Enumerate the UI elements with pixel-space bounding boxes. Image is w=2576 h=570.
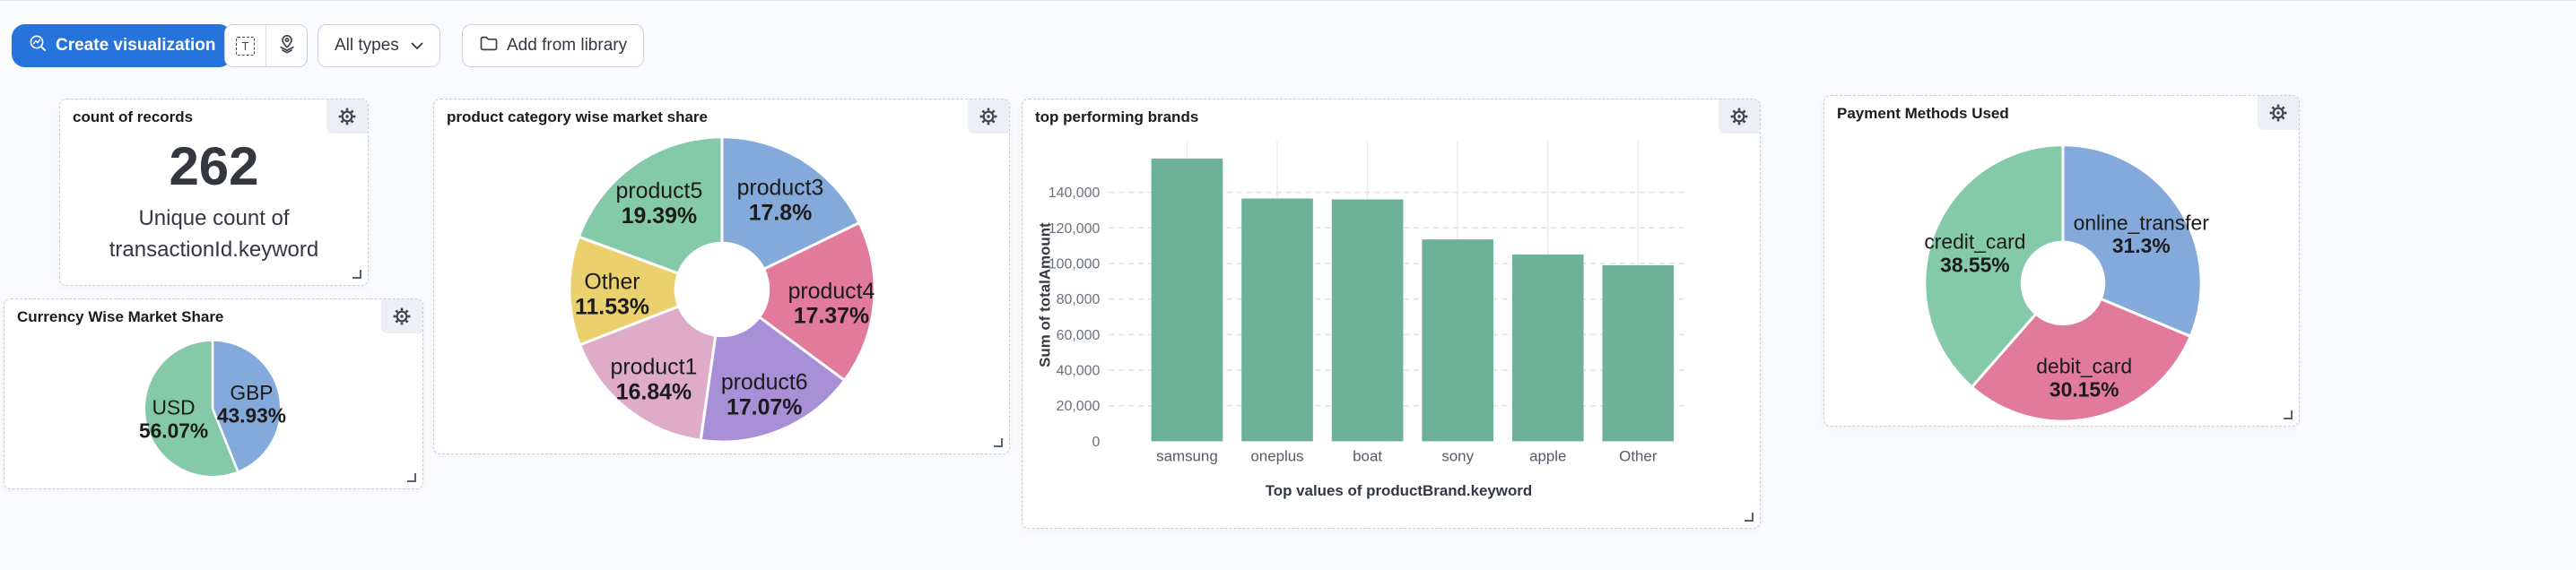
pie-label: debit_card 30.15% xyxy=(2036,354,2132,401)
panel-header[interactable]: count of records xyxy=(60,99,368,132)
metric-value: 262 xyxy=(169,136,259,197)
panel-title: top performing brands xyxy=(1035,108,1199,125)
payment-methods-donut-chart[interactable]: online_transfer 31.3% debit_card 30.15% cred… xyxy=(1824,96,2299,426)
bar-oneplus[interactable] xyxy=(1241,198,1313,442)
y-tick-label: 0 xyxy=(1092,435,1100,450)
resize-handle[interactable] xyxy=(2284,410,2293,419)
create-visualization-button[interactable]: Create visualization xyxy=(12,24,233,67)
pie-slice-product1[interactable] xyxy=(578,305,718,442)
x-tick-label: oneplus xyxy=(1250,447,1303,464)
y-tick-label: 20,000 xyxy=(1057,399,1101,414)
panel-payment-methods: Payment Methods Used online_transfer 31.3… xyxy=(1823,95,2300,427)
resize-handle[interactable] xyxy=(994,438,1003,447)
panel-header[interactable]: Payment Methods Used xyxy=(1824,96,2299,128)
pie-label: GBP 43.93% xyxy=(217,381,286,428)
panel-product-category-share: product category wise market share produ… xyxy=(433,99,1010,454)
resize-handle[interactable] xyxy=(1745,513,1754,522)
chevron-down-icon xyxy=(411,36,423,56)
pie-slice-online_transfer[interactable] xyxy=(2061,143,2203,338)
y-tick-label: 80,000 xyxy=(1057,292,1101,307)
panel-title: Payment Methods Used xyxy=(1837,105,2009,122)
panel-count-of-records: count of records 262 Unique count of tra… xyxy=(59,99,369,286)
pie-slice-product4[interactable] xyxy=(758,221,876,382)
resize-handle[interactable] xyxy=(352,270,361,279)
lens-icon xyxy=(29,34,48,58)
folder-icon xyxy=(479,33,499,58)
bar-Other[interactable] xyxy=(1602,264,1675,442)
pie-label: product1 16.84% xyxy=(611,354,698,404)
type-filter-label: All types xyxy=(335,36,399,55)
add-from-library-button[interactable]: Add from library xyxy=(462,24,645,67)
pie-label: product6 17.07% xyxy=(721,369,808,419)
currency-pie-chart[interactable]: GBP 43.93%USD 56.07% xyxy=(4,299,422,488)
pie-label: online_transfer 31.3% xyxy=(2074,211,2210,257)
gear-icon xyxy=(337,107,357,126)
panel-header[interactable]: Currency Wise Market Share xyxy=(4,299,422,332)
create-visualization-label: Create visualization xyxy=(56,36,216,55)
panel-top-performing-brands: top performing brands 0 20,000 40,000 60,00… xyxy=(1022,99,1761,529)
maps-button[interactable] xyxy=(266,25,307,66)
panel-header[interactable]: top performing brands xyxy=(1023,99,1760,132)
add-from-library-label: Add from library xyxy=(507,36,628,55)
pie-slice-product6[interactable] xyxy=(699,315,847,444)
dashboard-toolbar: Create visualization T All types xyxy=(0,24,2576,67)
x-tick-label: sony xyxy=(1441,447,1474,464)
pie-slice-product5[interactable] xyxy=(577,135,724,275)
pie-label: product3 17.8% xyxy=(737,176,824,226)
x-axis-title: Top values of productBrand.keyword xyxy=(1266,482,1532,499)
y-tick-label: 60,000 xyxy=(1057,328,1101,343)
pie-label: product5 19.39% xyxy=(616,178,703,229)
x-tick-label: boat xyxy=(1353,447,1382,464)
annotation-button-group: T xyxy=(224,24,308,67)
y-axis-title: Sum of totalAmount xyxy=(1037,222,1054,367)
bar-apple[interactable] xyxy=(1511,255,1584,442)
panel-title: Currency Wise Market Share xyxy=(17,308,224,325)
panel-title: product category wise market share xyxy=(447,108,709,125)
x-tick-label: apple xyxy=(1529,447,1566,464)
pie-slice-credit_card[interactable] xyxy=(1923,143,2065,389)
panel-settings-button[interactable] xyxy=(326,99,368,134)
product-category-donut-chart[interactable]: product3 17.8% product4 17.37% product6 17.07… xyxy=(434,99,1009,453)
pie-label: credit_card 38.55% xyxy=(1924,229,2025,276)
pie-slice-product3[interactable] xyxy=(720,135,861,271)
bar-sony[interactable] xyxy=(1422,239,1494,442)
button-group-divider xyxy=(265,25,266,66)
y-tick-label: 120,000 xyxy=(1049,221,1101,237)
text-annotation-button[interactable]: T xyxy=(225,25,265,66)
panel-settings-button[interactable] xyxy=(1719,99,1760,134)
pie-slice-USD[interactable] xyxy=(143,339,239,479)
panel-settings-button[interactable] xyxy=(381,299,422,333)
panel-currency-market-share: Currency Wise Market Share GBP 43.93% USD 5… xyxy=(4,298,423,489)
pie-label: USD 56.07% xyxy=(139,396,208,443)
pie-label: product4 17.37% xyxy=(788,279,875,329)
y-tick-label: 100,000 xyxy=(1049,256,1101,272)
resize-handle[interactable] xyxy=(407,473,416,482)
maps-icon xyxy=(276,33,298,59)
bar-boat[interactable] xyxy=(1331,199,1404,442)
metric-body: 262 Unique count of transactionId.keywor… xyxy=(69,132,359,272)
y-tick-label: 140,000 xyxy=(1049,186,1101,201)
bar-samsung[interactable] xyxy=(1151,158,1223,442)
panel-title: count of records xyxy=(73,108,194,125)
type-filter-dropdown[interactable]: All types xyxy=(318,24,440,67)
top-divider xyxy=(0,0,2576,1)
pie-label: Other 11.53% xyxy=(575,270,649,320)
brands-bar-chart[interactable]: 0 20,000 40,000 60,000 80,000 100,000 120,000 1… xyxy=(1023,99,1760,528)
panel-settings-button[interactable] xyxy=(968,99,1009,134)
panel-header[interactable]: product category wise market share xyxy=(434,99,1009,132)
panel-settings-button[interactable] xyxy=(2258,96,2299,130)
x-tick-label: Other xyxy=(1619,447,1658,464)
x-tick-label: samsung xyxy=(1156,447,1218,464)
pie-slice-GBP[interactable] xyxy=(211,339,283,473)
y-tick-label: 40,000 xyxy=(1057,364,1101,379)
pie-slice-debit_card[interactable] xyxy=(1970,298,2192,423)
text-annotation-icon: T xyxy=(236,36,255,56)
metric-subtitle: Unique count of transactionId.keyword xyxy=(109,206,319,262)
